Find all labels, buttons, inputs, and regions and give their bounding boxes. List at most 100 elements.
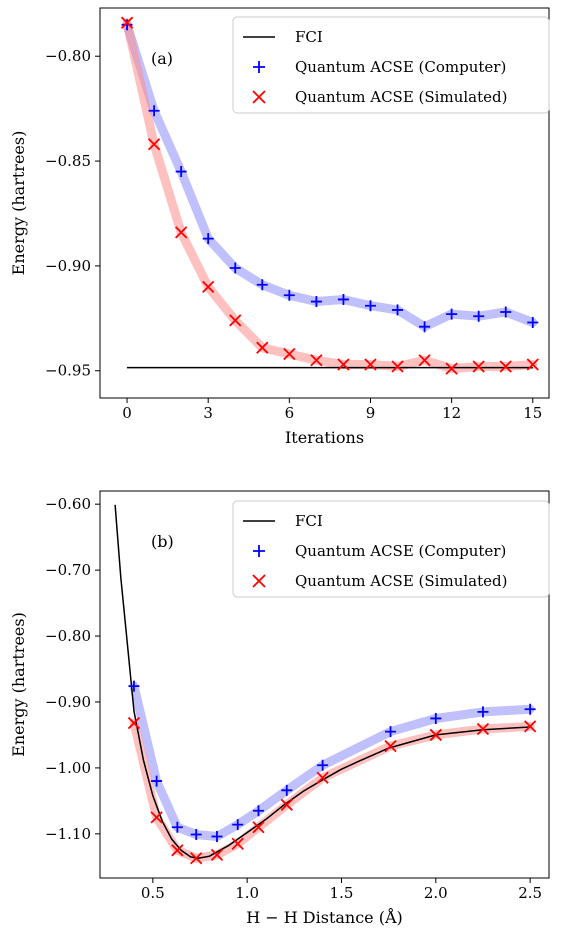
x-tick-label: 15 <box>523 404 542 422</box>
y-tick-label: −1.00 <box>45 759 91 777</box>
computer-point <box>473 310 485 322</box>
computer-point <box>385 726 397 738</box>
y-axis-label: Energy (hartrees) <box>9 131 28 276</box>
computer-point <box>211 830 223 842</box>
simulated-point <box>171 844 184 857</box>
simulated-point <box>418 354 431 367</box>
computer-point <box>151 775 163 787</box>
computer-point <box>283 289 295 301</box>
computer-point <box>419 321 431 333</box>
x-axis-label: H − H Distance (Å) <box>246 907 403 927</box>
legend-label: Quantum ACSE (Simulated) <box>295 88 507 106</box>
simulated-point <box>526 358 539 371</box>
computer-point <box>337 293 349 305</box>
simulated-point <box>127 716 141 730</box>
computer-point <box>527 317 539 329</box>
simulated-point <box>429 728 442 742</box>
panel-label: (b) <box>151 532 174 551</box>
x-tick-label: 3 <box>203 404 213 422</box>
simulated-point <box>499 360 512 373</box>
simulated-point <box>280 798 293 811</box>
computer-point <box>128 680 140 692</box>
computer-point <box>392 304 404 316</box>
simulated-point <box>202 280 215 294</box>
simulated-point <box>147 138 161 151</box>
computer-point <box>430 712 442 724</box>
x-tick-label: 1.0 <box>235 884 259 902</box>
y-tick-label: −0.80 <box>45 627 91 645</box>
computer-point <box>310 296 322 308</box>
simulated-point <box>364 358 377 371</box>
x-tick-label: 12 <box>442 404 461 422</box>
panel-a: 0 3 6 9 12 15 −0.80 −0.85 −0.90 −0.95 Iterations En… <box>9 7 550 447</box>
plot-frame <box>99 7 550 399</box>
fci-line <box>114 504 531 859</box>
simulated-point <box>283 347 296 361</box>
y-tick-label: −0.70 <box>45 561 91 579</box>
x-tick-label: 6 <box>285 404 295 422</box>
simulated-point <box>190 852 203 865</box>
computer-point <box>281 784 293 796</box>
x-axis-label: Iterations <box>285 428 364 447</box>
legend-box <box>232 500 550 598</box>
x-tick-label: 2.5 <box>518 884 542 902</box>
legend-label: Quantum ACSE (Computer) <box>295 58 506 76</box>
computer-point <box>171 821 183 833</box>
x-tick-label: 0.5 <box>141 884 165 902</box>
simulated-point <box>229 314 242 327</box>
simulated-point <box>256 341 269 354</box>
simulated-point <box>310 354 323 367</box>
simulated-point <box>384 740 397 753</box>
computer-point <box>317 759 329 771</box>
legend-label: Quantum ACSE (Simulated) <box>295 572 507 590</box>
uncertainty-band-1 <box>122 20 538 332</box>
simulated-point <box>252 821 265 834</box>
computer-point <box>364 300 376 312</box>
computer-point <box>500 306 512 318</box>
computer-point <box>175 166 187 178</box>
computer-point <box>446 308 458 320</box>
simulated-point <box>120 16 134 29</box>
simulated-point <box>210 848 224 862</box>
legend-x-swatch <box>252 574 266 588</box>
legend-plus-swatch <box>253 545 265 557</box>
y-tick-label: −0.95 <box>45 362 91 380</box>
legend-box <box>232 16 550 114</box>
simulated-point <box>472 360 485 373</box>
x-tick-label: 2.0 <box>424 884 448 902</box>
computer-point <box>148 105 160 117</box>
simulated-point <box>150 811 163 824</box>
simulated-point <box>476 722 490 736</box>
legend-label: FCI <box>295 28 323 46</box>
y-tick-label: −0.90 <box>45 257 91 275</box>
computer-point <box>256 279 268 291</box>
panel-b: 0.5 1.0 1.5 2.0 2.5 −0.60 −0.70 −0.80 −0.90 −1.00… <box>9 490 550 927</box>
computer-point <box>202 233 214 245</box>
computer-point <box>232 819 244 831</box>
simulated-point <box>337 358 350 371</box>
computer-point <box>524 703 536 715</box>
computer-point <box>121 19 133 31</box>
x-tick-label: 1.5 <box>330 884 354 902</box>
x-tick-label: 0 <box>122 404 132 422</box>
simulated-point <box>175 226 188 239</box>
computer-point <box>190 828 202 840</box>
legend-x-swatch <box>252 90 266 104</box>
y-tick-label: −0.90 <box>45 693 91 711</box>
computer-point <box>229 262 241 274</box>
computer-point <box>477 706 489 718</box>
panel-label: (a) <box>151 49 173 68</box>
simulated-point <box>445 362 458 375</box>
y-tick-label: −0.60 <box>45 495 91 513</box>
legend-label: FCI <box>295 512 323 530</box>
legend-label: Quantum ACSE (Computer) <box>295 542 506 560</box>
y-tick-label: −0.85 <box>45 152 91 170</box>
y-tick-label: −1.10 <box>45 825 91 843</box>
y-axis-label: Energy (hartrees) <box>9 612 28 757</box>
computer-point <box>252 805 264 817</box>
plot-frame <box>99 490 550 879</box>
simulated-point <box>391 360 404 373</box>
y-tick-label: −0.80 <box>45 47 91 65</box>
simulated-point <box>316 771 329 784</box>
